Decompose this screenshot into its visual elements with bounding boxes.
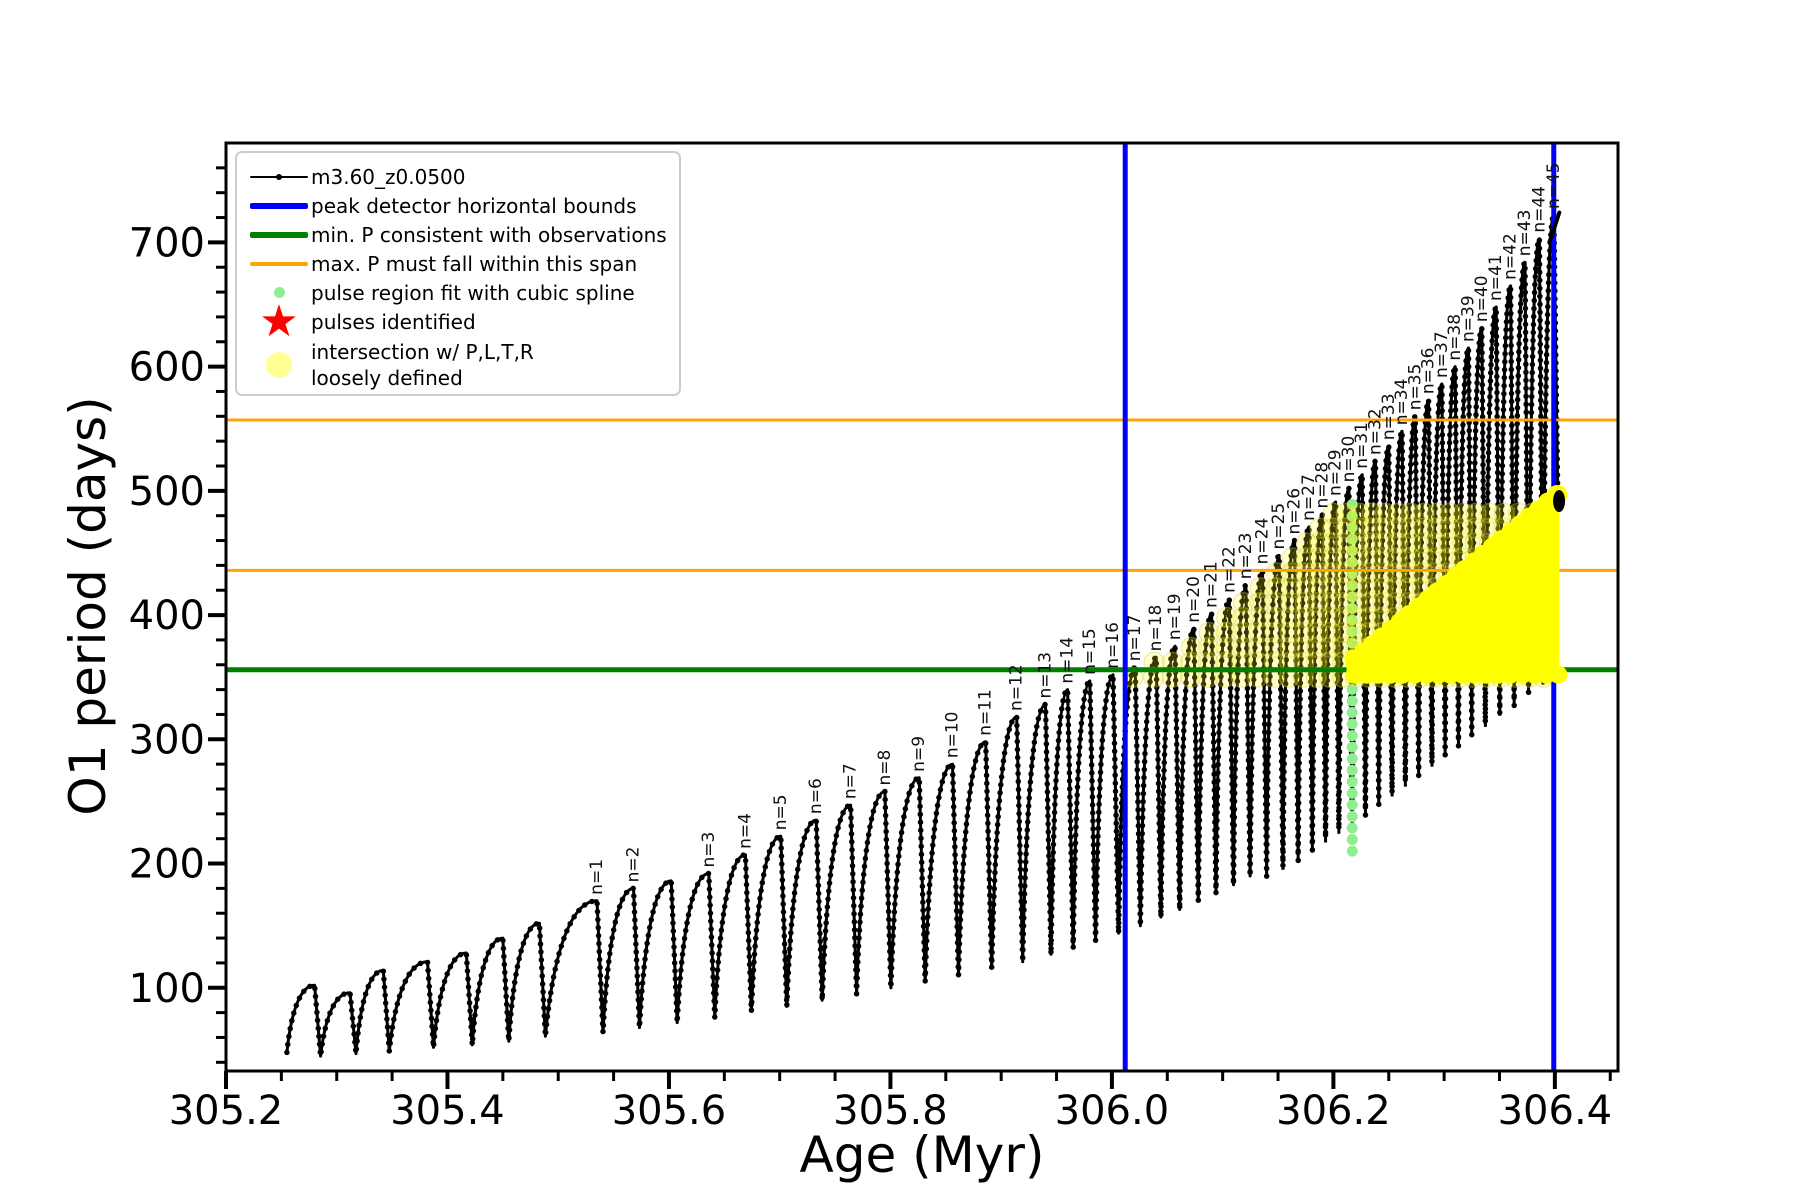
x-tick-label: 306.4 xyxy=(1498,1088,1613,1134)
pulse-label-n28: n=28 xyxy=(1312,462,1332,509)
x-tick-label: 305.6 xyxy=(612,1088,727,1134)
pulse-label-n27: n=27 xyxy=(1299,474,1319,521)
pulse-label-n5: n=5 xyxy=(771,794,791,830)
pulse-label-n23: n=23 xyxy=(1236,533,1256,580)
pulse-label-n16: n=16 xyxy=(1103,622,1123,669)
axes: 305.2 305.4 305.6 305.8 306.0 306.2 306.4 100 20… xyxy=(129,141,1620,1134)
pulse-label-n38: n=38 xyxy=(1445,314,1465,361)
pulse-label-n4: n=4 xyxy=(735,813,755,849)
pulse-label-n24: n=24 xyxy=(1253,518,1273,565)
series-line-icon xyxy=(247,173,311,180)
pulse-label-n14: n=14 xyxy=(1058,637,1078,684)
pulse-label-n44: n=44 xyxy=(1529,186,1549,233)
pulse-label-n45: n=45 xyxy=(1544,162,1564,209)
pulse-label-n39: n=39 xyxy=(1459,295,1479,342)
y-tick-label: 100 xyxy=(129,966,205,1012)
pulse-label-n8: n=8 xyxy=(875,750,895,786)
pulse-label-n7: n=7 xyxy=(841,763,861,799)
blue-line-icon xyxy=(247,202,311,209)
y-tick-label: 300 xyxy=(129,717,205,763)
pulse-label-n29: n=29 xyxy=(1326,449,1346,496)
pulse-label-n20: n=20 xyxy=(1184,576,1204,623)
pulse-label-n19: n=19 xyxy=(1165,593,1185,640)
legend: m3.60_z0.0500 peak detector horizontal b… xyxy=(235,151,681,396)
legend-item-spline: pulse region fit with cubic spline xyxy=(247,278,669,307)
x-tick-label: 306.0 xyxy=(1055,1088,1170,1134)
pulse-label-n12: n=12 xyxy=(1007,664,1027,711)
data-series-m3.60_z0.0500 xyxy=(284,212,1561,1058)
x-tick-label: 306.2 xyxy=(1276,1088,1391,1134)
pulse-label-n35: n=35 xyxy=(1405,364,1425,411)
green-line-icon xyxy=(247,231,311,238)
pulse-label-n13: n=13 xyxy=(1035,652,1055,699)
y-tick-label: 700 xyxy=(129,220,205,266)
pulse-label-n42: n=42 xyxy=(1501,233,1521,280)
pale-yellow-dot-icon xyxy=(247,352,311,378)
legend-label: pulse region fit with cubic spline xyxy=(311,280,635,305)
pulse-label-n18: n=18 xyxy=(1146,605,1166,652)
pulse-label-n10: n=10 xyxy=(942,711,962,758)
legend-item-pulses: ★ pulses identified xyxy=(247,295,669,347)
pulse-label-n36: n=36 xyxy=(1419,348,1439,395)
pulse-label-n33: n=33 xyxy=(1379,393,1399,440)
orange-line-icon xyxy=(247,261,311,266)
legend-label: pulses identified xyxy=(311,309,476,334)
x-tick-label: 305.2 xyxy=(169,1088,284,1134)
legend-label: peak detector horizontal bounds xyxy=(311,193,637,218)
pulse-label-n3: n=3 xyxy=(699,832,719,868)
pulse-label-n43: n=43 xyxy=(1515,210,1535,257)
pulse-label-n31: n=31 xyxy=(1352,422,1372,469)
pulse-label-n41: n=41 xyxy=(1486,254,1506,301)
y-tick-label: 500 xyxy=(129,469,205,515)
pulse-label-n34: n=34 xyxy=(1392,379,1412,426)
y-tick-label: 600 xyxy=(129,345,205,391)
pulse-label-n32: n=32 xyxy=(1365,408,1385,455)
x-tick-label: 305.4 xyxy=(390,1088,505,1134)
pulse-label-n26: n=26 xyxy=(1285,488,1305,535)
pulse-label-n25: n=25 xyxy=(1269,503,1289,550)
legend-item-series: m3.60_z0.0500 xyxy=(247,162,669,191)
pulse-label-n30: n=30 xyxy=(1339,436,1359,483)
pulse-label-n6: n=6 xyxy=(806,778,826,814)
green-dot-icon xyxy=(247,287,311,298)
pulse-label-n37: n=37 xyxy=(1432,331,1452,378)
legend-item-min-p: min. P consistent with observations xyxy=(247,220,669,249)
pulse-label-n17: n=17 xyxy=(1125,615,1145,662)
pulse-label-n22: n=22 xyxy=(1219,546,1239,593)
yellow-wedge xyxy=(1344,484,1568,684)
legend-item-max-p: max. P must fall within this span xyxy=(247,249,669,278)
x-tick-label: 305.8 xyxy=(833,1088,948,1134)
y-tick-label: 400 xyxy=(129,593,205,639)
pulse-label-n1: n=1 xyxy=(587,859,607,895)
pulse-label-n15: n=15 xyxy=(1080,628,1100,675)
spline-markers xyxy=(1346,499,1358,857)
legend-label: max. P must fall within this span xyxy=(311,251,638,276)
y-tick-label: 200 xyxy=(129,842,205,888)
red-star-icon: ★ xyxy=(259,295,299,347)
pulse-label-n40: n=40 xyxy=(1472,275,1492,322)
pulse-label-n21: n=21 xyxy=(1202,561,1222,608)
legend-item-peak-bounds: peak detector horizontal bounds xyxy=(247,191,669,220)
pulse-labels: n=1 n=2 n=3 n=4 n=5 n=6 n=7 n=8 n=9 n=10 n=11 n=12 n… xyxy=(587,162,1564,894)
legend-label: min. P consistent with observations xyxy=(311,222,667,247)
legend-item-intersection: intersection w/ P,L,T,R loosely defined xyxy=(247,336,669,394)
legend-label: m3.60_z0.0500 xyxy=(311,164,466,189)
pulse-label-n9: n=9 xyxy=(909,736,929,772)
pulse-label-n2: n=2 xyxy=(624,847,644,883)
pulse-label-n11: n=11 xyxy=(976,689,996,736)
series-end-blob xyxy=(1547,210,1566,513)
x-axis-label: Age (Myr) xyxy=(799,1126,1045,1184)
y-axis-label: O1 period (days) xyxy=(59,396,117,816)
legend-label: intersection w/ P,L,T,R loosely defined xyxy=(311,340,534,390)
